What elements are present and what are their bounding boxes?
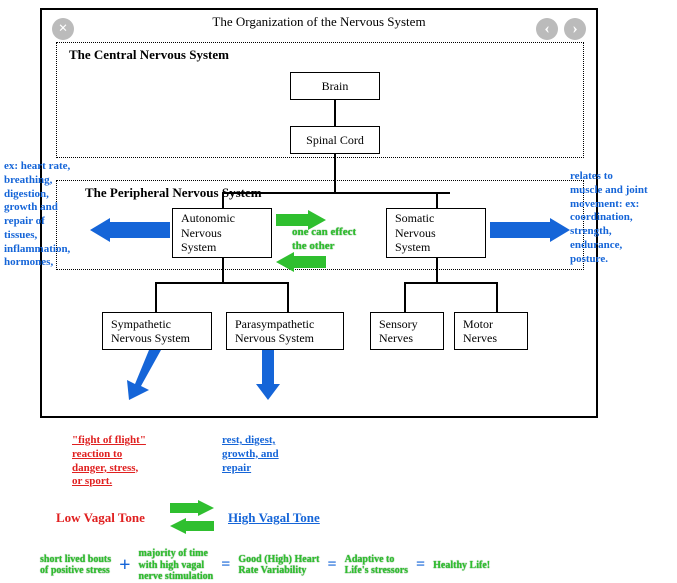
arrow-down-icon xyxy=(125,350,165,400)
eq-term-3: Good (High) Heart Rate Variability xyxy=(238,554,319,577)
plus-icon: + xyxy=(119,554,130,577)
arrow-left-icon xyxy=(276,252,326,272)
equals-icon: = xyxy=(221,556,230,574)
node-ans: Autonomic Nervous System xyxy=(172,208,272,258)
arrow-down-icon xyxy=(256,350,280,400)
eq-term-1: short lived bouts of positive stress xyxy=(40,554,111,577)
close-icon[interactable]: × xyxy=(52,18,74,40)
chevron-left-icon[interactable]: ‹ xyxy=(536,18,558,40)
connector xyxy=(334,154,336,192)
eq-term-4: Adaptive to Life's stressors xyxy=(345,554,408,577)
connector xyxy=(436,192,438,208)
diagram-title: The Organization of the Nervous System xyxy=(42,10,596,30)
node-motor: Motor Nerves xyxy=(454,312,528,350)
label-low-vagal: Low Vagal Tone xyxy=(56,510,145,526)
node-brain: Brain xyxy=(290,72,380,100)
arrow-right-icon xyxy=(490,218,570,242)
connector xyxy=(155,282,289,284)
arrow-left-icon xyxy=(90,218,170,242)
equals-icon: = xyxy=(416,556,425,574)
node-spinal-cord: Spinal Cord xyxy=(290,126,380,154)
arrow-right-icon xyxy=(170,500,214,516)
connector xyxy=(496,282,498,312)
node-parasympathetic: Parasympathetic Nervous System xyxy=(226,312,344,350)
arrow-left-icon xyxy=(170,518,214,534)
annotation-sympathetic: "fight of flight" reaction to danger, st… xyxy=(72,434,182,489)
connector xyxy=(222,192,450,194)
annotation-parasympathetic: rest, digest, growth, and repair xyxy=(222,434,332,475)
chevron-right-icon[interactable]: › xyxy=(564,18,586,40)
cns-title: The Central Nervous System xyxy=(69,47,229,63)
arrow-right-icon xyxy=(276,210,326,230)
connector xyxy=(155,282,157,312)
equals-icon: = xyxy=(327,556,336,574)
node-sns: Somatic Nervous System xyxy=(386,208,486,258)
connector xyxy=(436,258,438,282)
eq-term-2: majority of time with high vagal nerve s… xyxy=(139,548,214,583)
connector xyxy=(222,258,224,282)
node-sympathetic: Sympathetic Nervous System xyxy=(102,312,212,350)
label-high-vagal: High Vagal Tone xyxy=(228,510,320,526)
connector xyxy=(404,282,406,312)
equation-row: short lived bouts of positive stress + m… xyxy=(40,548,640,583)
connector xyxy=(287,282,289,312)
annotation-mutual-effect: one can effect the other xyxy=(292,226,392,254)
connector xyxy=(222,192,224,208)
node-sensory: Sensory Nerves xyxy=(370,312,444,350)
connector xyxy=(404,282,498,284)
annotation-sns-examples: relates to muscle and joint movement: ex… xyxy=(570,170,674,266)
eq-term-5: Healthy Life! xyxy=(433,560,490,572)
annotation-ans-examples: ex: heart rate, breathing, digestion, gr… xyxy=(4,160,84,270)
connector xyxy=(334,100,336,126)
